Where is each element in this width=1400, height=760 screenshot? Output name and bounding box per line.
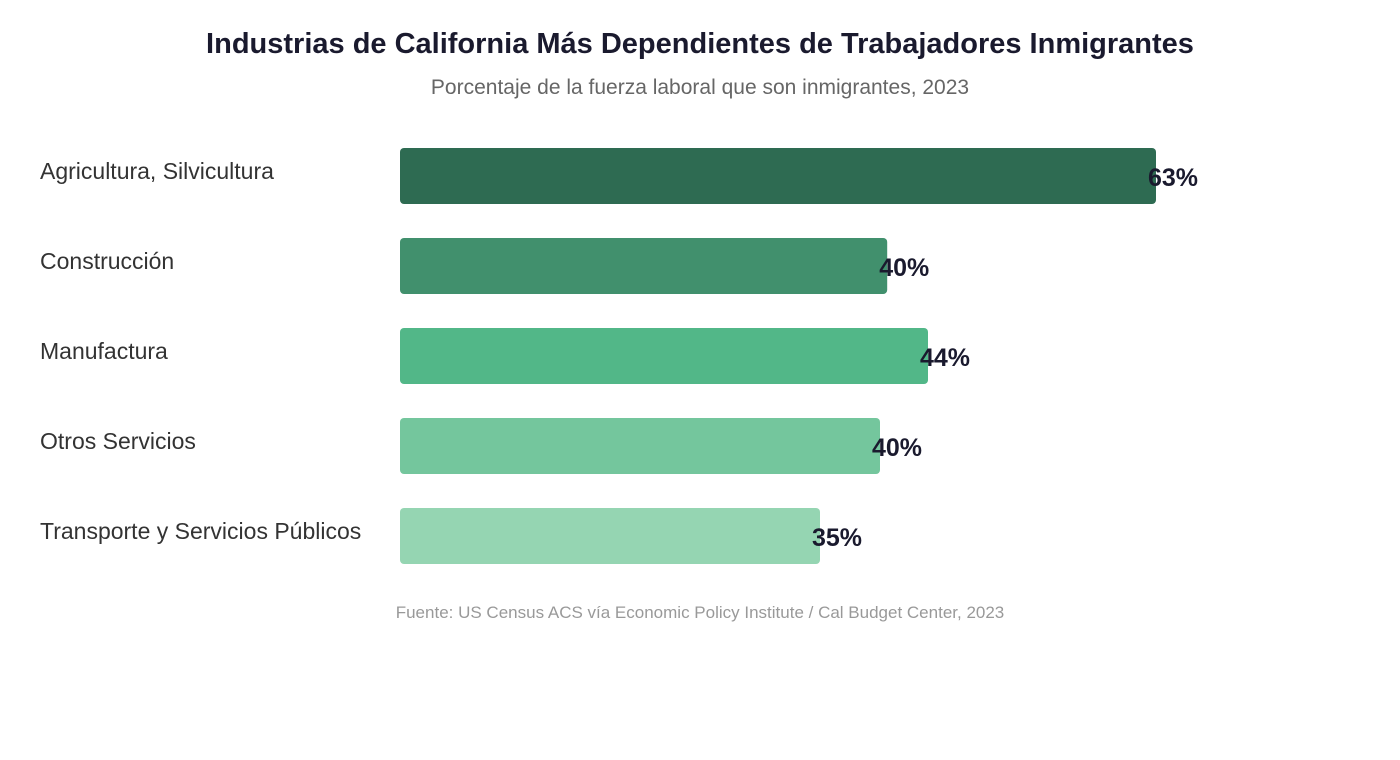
bar xyxy=(400,418,880,474)
value-label: 44% xyxy=(920,344,970,372)
chart-title: Industrias de California Más Dependiente… xyxy=(206,28,1194,60)
category-label: Agricultura, Silvicultura xyxy=(40,158,274,184)
chart-source: Fuente: US Census ACS vía Economic Polic… xyxy=(395,603,1005,622)
category-label: Manufactura xyxy=(40,338,168,364)
value-label: 63% xyxy=(1148,164,1198,192)
value-label: 40% xyxy=(879,254,929,282)
value-label: 35% xyxy=(812,524,862,552)
bar xyxy=(400,508,820,564)
bar xyxy=(400,148,1156,204)
bar xyxy=(400,238,888,294)
category-label: Otros Servicios xyxy=(40,428,196,454)
chart-subtitle: Porcentaje de la fuerza laboral que son … xyxy=(430,76,970,99)
category-label: Construcción xyxy=(40,248,174,274)
value-label: 40% xyxy=(872,434,922,462)
category-label: Transporte y Servicios Públicos xyxy=(40,518,361,544)
bar xyxy=(400,328,928,384)
